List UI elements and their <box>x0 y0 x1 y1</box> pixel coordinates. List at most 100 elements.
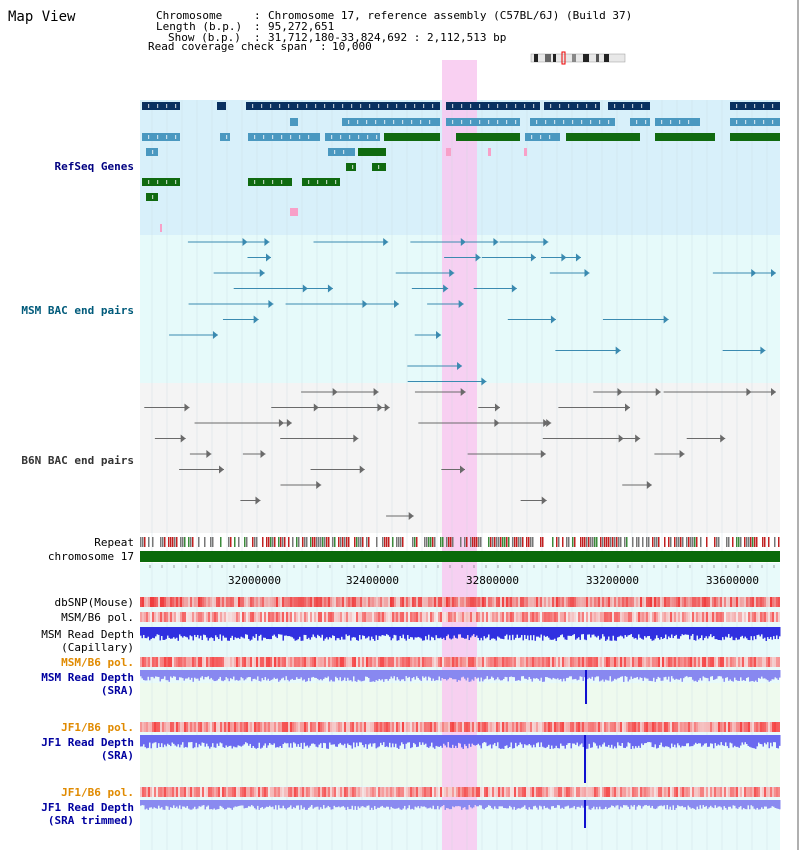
heat-cell <box>488 597 490 607</box>
depth-bar <box>672 627 674 639</box>
gene-exon-mark <box>324 104 326 108</box>
depth-bar <box>686 627 688 635</box>
depth-bar <box>219 735 221 743</box>
heat-cell <box>170 787 172 797</box>
bac-end-marker <box>265 253 271 262</box>
heat-cell <box>190 657 192 667</box>
depth-bar <box>626 670 628 677</box>
bac-end-marker <box>615 346 621 355</box>
heat-cell <box>732 597 734 607</box>
depth-bar <box>692 735 694 747</box>
heat-cell <box>726 787 728 797</box>
depth-bar <box>737 800 739 809</box>
depth-bar <box>209 735 211 749</box>
heat-cell <box>406 722 408 732</box>
depth-bar <box>644 627 646 637</box>
depth-bar <box>533 670 535 679</box>
heat-cell <box>422 597 424 607</box>
depth-bar <box>330 670 332 680</box>
heat-cell <box>570 722 572 732</box>
depth-bar <box>461 627 463 638</box>
depth-bar <box>743 670 745 681</box>
heat-cell <box>666 657 668 667</box>
heat-cell <box>232 612 234 622</box>
depth-bar <box>740 735 742 746</box>
heat-cell <box>422 657 424 667</box>
depth-bar <box>336 800 338 808</box>
heat-cell <box>740 722 742 732</box>
bac-end-marker <box>646 481 652 489</box>
depth-bar <box>569 670 571 677</box>
heat-cell <box>296 722 298 732</box>
depth-bar <box>180 627 182 637</box>
depth-bar <box>752 670 754 681</box>
depth-bar <box>236 800 238 807</box>
depth-bar <box>656 735 658 749</box>
heat-cell <box>438 787 440 797</box>
depth-bar <box>434 735 436 749</box>
depth-bar <box>381 670 383 680</box>
heat-cell <box>288 597 290 607</box>
depth-bar <box>722 627 724 638</box>
heat-cell <box>304 722 306 732</box>
heat-cell <box>238 787 240 797</box>
heat-cell <box>554 787 556 797</box>
depth-bar <box>624 800 626 806</box>
depth-bar <box>180 670 182 678</box>
heat-cell <box>182 597 184 607</box>
heat-cell <box>336 597 338 607</box>
repeat-mark <box>674 537 676 547</box>
depth-bar <box>495 670 497 680</box>
ideogram-band <box>534 54 538 62</box>
depth-bar <box>608 735 610 746</box>
depth-bar <box>165 670 167 681</box>
depth-bar <box>315 627 317 639</box>
depth-bar <box>161 735 163 744</box>
depth-bar <box>201 735 203 743</box>
heat-cell <box>260 657 262 667</box>
heat-cell <box>572 787 574 797</box>
heat-cell <box>230 597 232 607</box>
heat-cell <box>226 787 228 797</box>
heat-cell <box>230 657 232 667</box>
depth-bar <box>267 735 269 746</box>
heat-cell <box>602 612 604 622</box>
depth-bar <box>557 735 559 749</box>
heat-cell <box>272 597 274 607</box>
heat-cell <box>418 722 420 732</box>
repeat-mark <box>190 537 192 547</box>
depth-bar <box>140 627 142 636</box>
depth-bar <box>644 800 646 806</box>
heat-cell <box>398 722 400 732</box>
heat-cell <box>684 657 686 667</box>
depth-bar <box>371 627 373 637</box>
heat-cell <box>544 597 546 607</box>
heat-cell <box>186 787 188 797</box>
heat-cell <box>530 722 532 732</box>
depth-bar <box>561 670 563 682</box>
heat-cell <box>300 657 302 667</box>
depth-bar <box>489 800 491 806</box>
depth-bar <box>243 627 245 639</box>
heat-cell <box>214 722 216 732</box>
heat-cell <box>162 722 164 732</box>
heat-cell <box>616 787 618 797</box>
heat-cell <box>314 787 316 797</box>
heat-cell <box>482 722 484 732</box>
heat-cell <box>652 787 654 797</box>
depth-bar <box>684 800 686 808</box>
depth-bar <box>462 800 464 808</box>
depth-bar <box>318 670 320 681</box>
depth-bar <box>165 800 167 806</box>
heat-cell <box>698 657 700 667</box>
depth-bar <box>369 800 371 810</box>
depth-bar <box>450 670 452 678</box>
heat-cell <box>588 612 590 622</box>
gene-exon-mark <box>157 104 159 108</box>
heat-cell <box>350 787 352 797</box>
repeat-mark <box>690 537 692 547</box>
depth-bar <box>410 735 412 749</box>
depth-bar <box>281 670 283 679</box>
heat-cell <box>594 612 596 622</box>
